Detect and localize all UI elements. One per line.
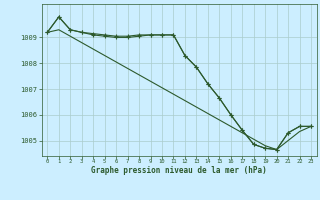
X-axis label: Graphe pression niveau de la mer (hPa): Graphe pression niveau de la mer (hPa) — [91, 166, 267, 175]
